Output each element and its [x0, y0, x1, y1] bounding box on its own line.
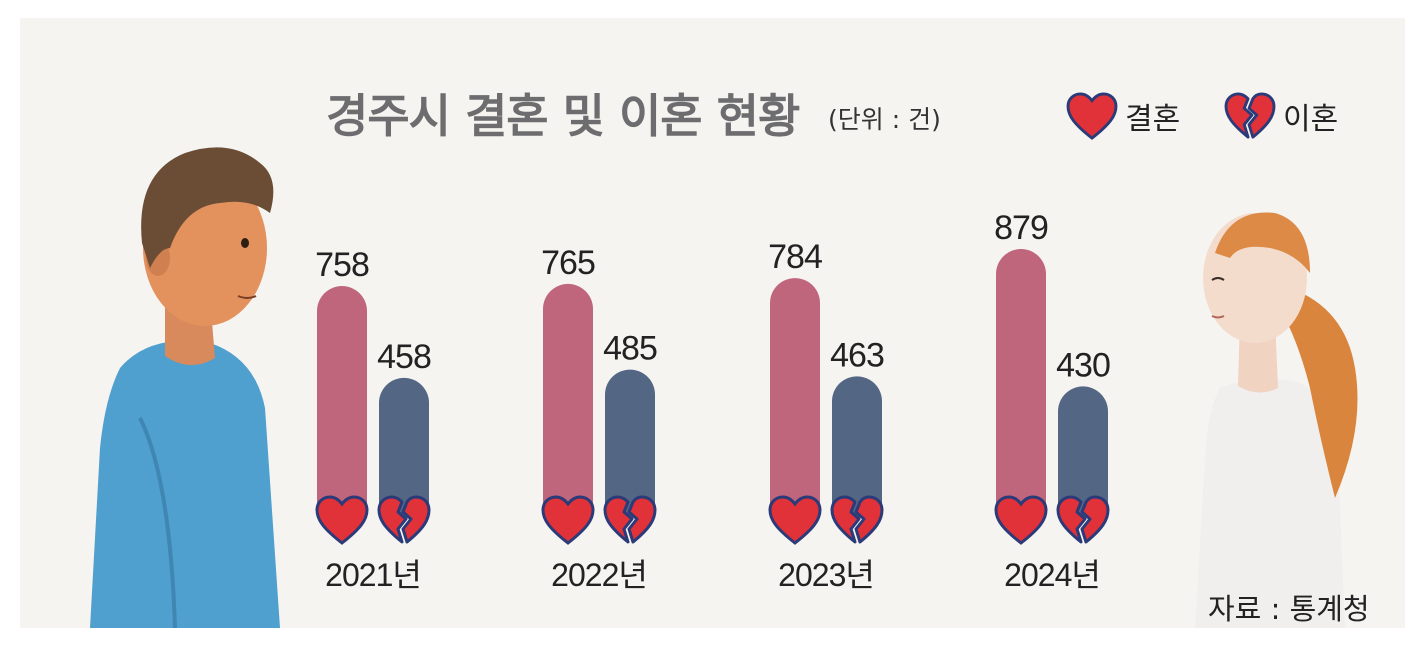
value-label-marriage-2: 765 [541, 244, 595, 282]
broken-heart-icon [830, 495, 884, 544]
category-label-4: 2024년 [1004, 557, 1100, 593]
bar-chart: 758 458 2021년 765 485 2022년 784 463 2023년 879 430 2… [315, 209, 1111, 593]
broken-heart-icon [603, 495, 657, 544]
legend-label-marriage: 결혼 [1125, 102, 1181, 137]
value-label-divorce-2: 485 [603, 330, 657, 368]
unit-note: (단위 : 건) [828, 105, 941, 134]
legend-label-divorce: 이혼 [1283, 102, 1339, 137]
heart-icon [1066, 92, 1118, 140]
value-label-marriage-4: 879 [994, 209, 1048, 247]
bar-divorce-3 [832, 376, 882, 518]
value-label-divorce-1: 458 [377, 338, 431, 376]
bar-divorce-4 [1058, 386, 1108, 518]
category-label-2: 2022년 [551, 557, 647, 593]
heart-icon [994, 495, 1048, 545]
bar-marriage-4 [996, 249, 1046, 518]
heart-icon [768, 495, 822, 545]
value-label-marriage-1: 758 [315, 246, 369, 284]
woman-illustration [1195, 212, 1358, 628]
bar-marriage-3 [770, 278, 820, 518]
bar-marriage-1 [317, 286, 367, 518]
heart-icon [541, 495, 595, 545]
source-note: 자료 : 통계청 [1208, 592, 1370, 626]
value-label-divorce-3: 463 [830, 336, 884, 374]
heart-icon [315, 495, 369, 545]
broken-heart-icon [1056, 495, 1110, 544]
page-title: 경주시 결혼 및 이혼 현황 [326, 89, 800, 143]
broken-heart-icon [377, 495, 431, 544]
legend-item-divorce: 이혼 [1223, 92, 1338, 140]
man-illustration [90, 147, 280, 628]
legend-item-marriage: 결혼 [1065, 92, 1180, 140]
value-label-marriage-3: 784 [768, 238, 822, 276]
category-label-3: 2023년 [778, 557, 874, 593]
category-label-1: 2021년 [325, 557, 421, 593]
bar-marriage-2 [543, 283, 593, 518]
bar-divorce-1 [379, 377, 429, 518]
broken-heart-icon [1224, 92, 1276, 139]
infographic-panel: 경주시 결혼 및 이혼 현황 (단위 : 건) 결혼 이혼 758 458 2021… [20, 18, 1405, 628]
value-label-divorce-4: 430 [1056, 346, 1110, 384]
bar-divorce-2 [605, 369, 655, 518]
